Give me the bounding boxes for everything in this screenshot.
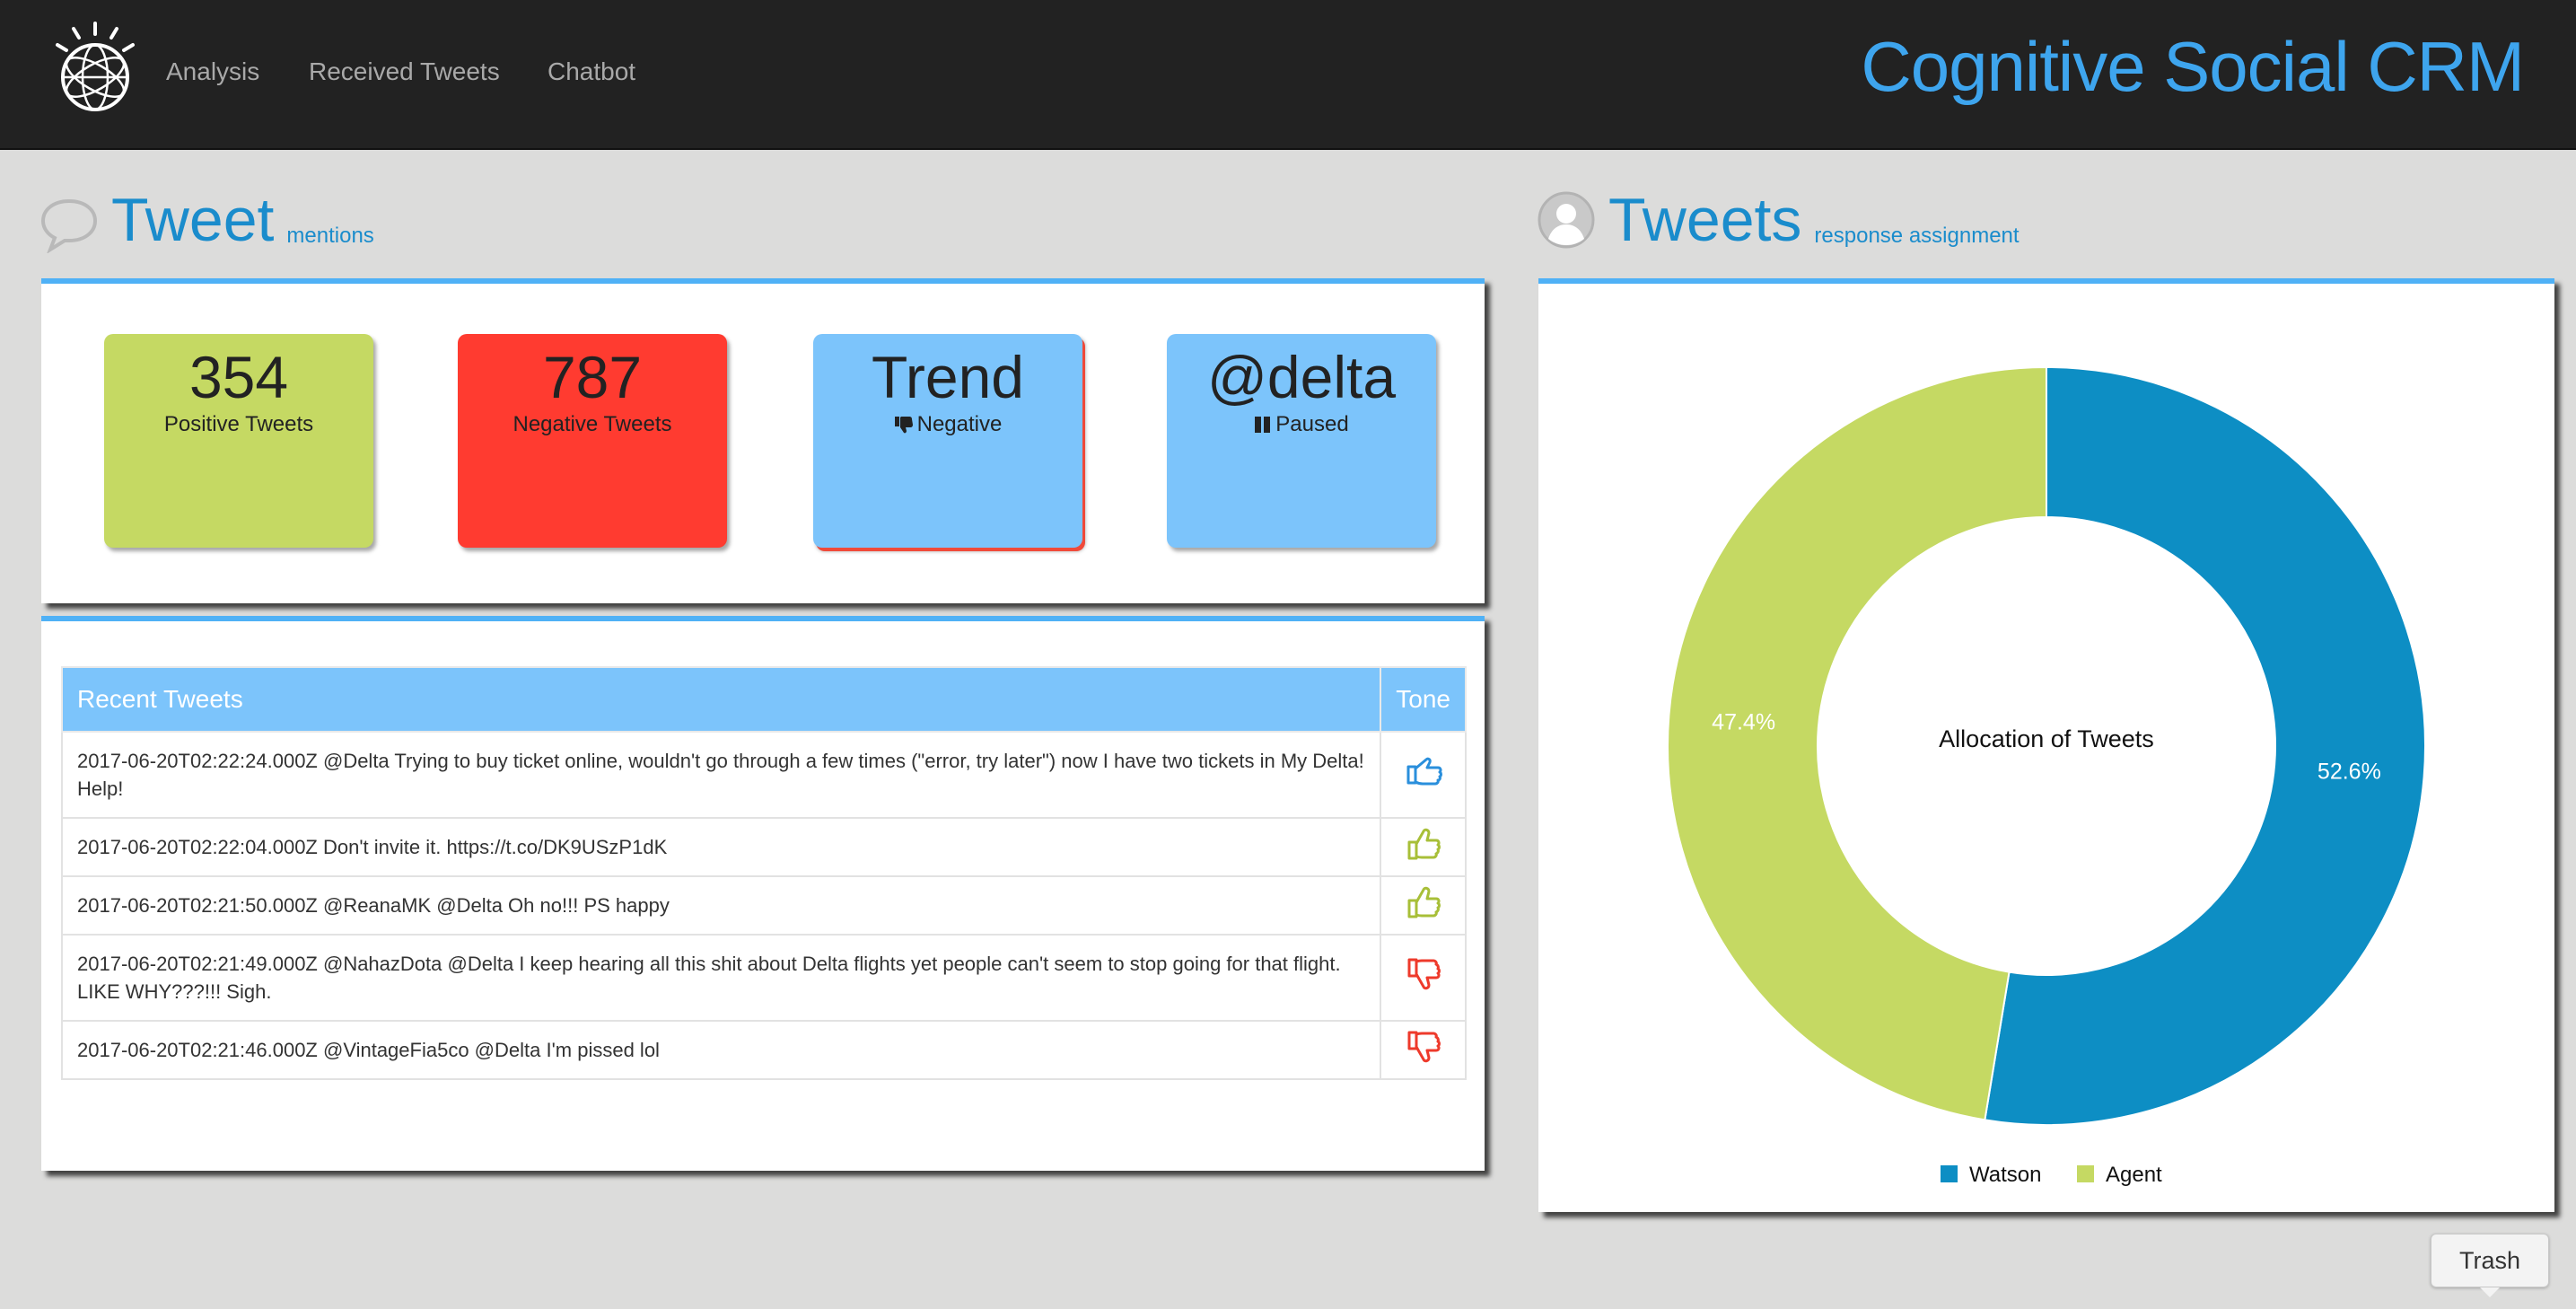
table-row[interactable]: 2017-06-20T02:21:50.000Z @ReanaMK @Delta… bbox=[60, 875, 1467, 936]
mentions-header: Tweet mentions bbox=[111, 184, 374, 256]
handle-value: @delta bbox=[1206, 344, 1397, 410]
table-row[interactable]: 2017-06-20T02:21:49.000Z @NahazDota @Del… bbox=[60, 934, 1467, 1022]
donut-slice-watson[interactable] bbox=[1984, 365, 2427, 1126]
assignment-subtitle: response assignment bbox=[1814, 224, 2020, 248]
thumbs-down-icon bbox=[894, 417, 913, 434]
allocation-donut-chart: Allocation of Tweets 52.6% 47.4% Watson Ag… bbox=[1667, 365, 2427, 1187]
table-row[interactable]: 2017-06-20T02:22:24.000Z @Delta Trying t… bbox=[60, 731, 1467, 819]
table-row[interactable]: 2017-06-20T02:21:46.000Z @VintageFia5co … bbox=[60, 1020, 1467, 1080]
positive-tweets-card[interactable]: 354 Positive Tweets bbox=[104, 334, 373, 548]
tone-cell bbox=[1380, 817, 1467, 877]
assignment-title: Tweets bbox=[1608, 186, 1802, 254]
donut-slice-agent[interactable] bbox=[1667, 365, 2047, 1121]
legend-swatch-watson[interactable] bbox=[1941, 1165, 1958, 1182]
thumbs-side-icon[interactable] bbox=[1405, 754, 1442, 788]
assignment-header: Tweets response assignment bbox=[1608, 184, 2020, 256]
negative-tweets-card[interactable]: 787 Negative Tweets bbox=[458, 334, 727, 548]
thumbs-up-icon[interactable] bbox=[1406, 884, 1441, 920]
tweet-text: 2017-06-20T02:22:24.000Z @Delta Trying t… bbox=[60, 731, 1382, 819]
thumbs-down-icon[interactable] bbox=[1406, 956, 1441, 992]
table-row[interactable]: 2017-06-20T02:22:04.000Z Don't invite it… bbox=[60, 817, 1467, 877]
slice-label-agent: 47.4% bbox=[1712, 709, 1775, 734]
mentions-subtitle: mentions bbox=[286, 224, 374, 248]
nav-link-analysis[interactable]: Analysis bbox=[166, 57, 260, 85]
user-icon bbox=[1538, 191, 1595, 249]
allocation-chart-panel: Allocation of Tweets 52.6% 47.4% Watson Ag… bbox=[1538, 278, 2554, 1212]
negative-count: 787 bbox=[542, 344, 643, 410]
tone-header[interactable]: Tone bbox=[1380, 666, 1467, 733]
recent-tweets-panel: Recent Tweets Tone 2017-06-20T02:22:24.0… bbox=[41, 616, 1485, 1171]
brand-title[interactable]: Cognitive Social CRM bbox=[1861, 27, 2525, 106]
thumbs-down-icon[interactable] bbox=[1406, 1029, 1441, 1065]
handle-card[interactable]: @delta Paused bbox=[1167, 334, 1436, 548]
recent-tweets-table: Recent Tweets Tone 2017-06-20T02:22:24.0… bbox=[60, 666, 1467, 1080]
stats-panel: 354 Positive Tweets 787 Negative Tweets … bbox=[41, 278, 1485, 603]
handle-label: Paused bbox=[1275, 412, 1349, 436]
nav-link-received-tweets[interactable]: Received Tweets bbox=[309, 57, 500, 85]
tweet-text: 2017-06-20T02:22:04.000Z Don't invite it… bbox=[60, 817, 1382, 877]
pause-icon bbox=[1255, 417, 1271, 433]
tweet-text: 2017-06-20T02:21:49.000Z @NahazDota @Del… bbox=[60, 934, 1382, 1022]
chart-center-label: Allocation of Tweets bbox=[1939, 725, 2154, 752]
thumbs-up-icon[interactable] bbox=[1406, 826, 1441, 862]
trend-card[interactable]: Trend Negative bbox=[813, 334, 1082, 548]
positive-label: Positive Tweets bbox=[163, 412, 314, 436]
speech-bubble-icon bbox=[40, 198, 98, 253]
trend-label: Negative bbox=[916, 412, 1003, 436]
tone-cell bbox=[1380, 934, 1467, 1022]
handle-label-wrap: Paused bbox=[1167, 411, 1436, 438]
mentions-title: Tweet bbox=[111, 186, 275, 254]
legend-label-watson[interactable]: Watson bbox=[1969, 1163, 2041, 1187]
legend-label-agent[interactable]: Agent bbox=[2106, 1163, 2162, 1187]
positive-count: 354 bbox=[188, 344, 289, 410]
trend-label-wrap: Negative bbox=[813, 411, 1082, 438]
navbar: Analysis Received Tweets Chatbot Cogniti… bbox=[0, 0, 2576, 150]
nav-link-chatbot[interactable]: Chatbot bbox=[548, 57, 636, 85]
tone-cell bbox=[1380, 731, 1467, 819]
legend-swatch-agent[interactable] bbox=[2077, 1165, 2094, 1182]
negative-label: Negative Tweets bbox=[513, 412, 672, 436]
recent-tweets-header[interactable]: Recent Tweets bbox=[60, 666, 1382, 733]
tone-cell bbox=[1380, 1020, 1467, 1080]
trash-button[interactable]: Trash bbox=[2431, 1234, 2549, 1297]
tweet-text: 2017-06-20T02:21:50.000Z @ReanaMK @Delta… bbox=[60, 875, 1382, 936]
slice-label-watson: 52.6% bbox=[2318, 760, 2381, 785]
watson-logo-icon[interactable] bbox=[47, 18, 144, 115]
tweet-text: 2017-06-20T02:21:46.000Z @VintageFia5co … bbox=[60, 1020, 1382, 1080]
trend-value: Trend bbox=[872, 344, 1024, 410]
tone-cell bbox=[1380, 875, 1467, 936]
